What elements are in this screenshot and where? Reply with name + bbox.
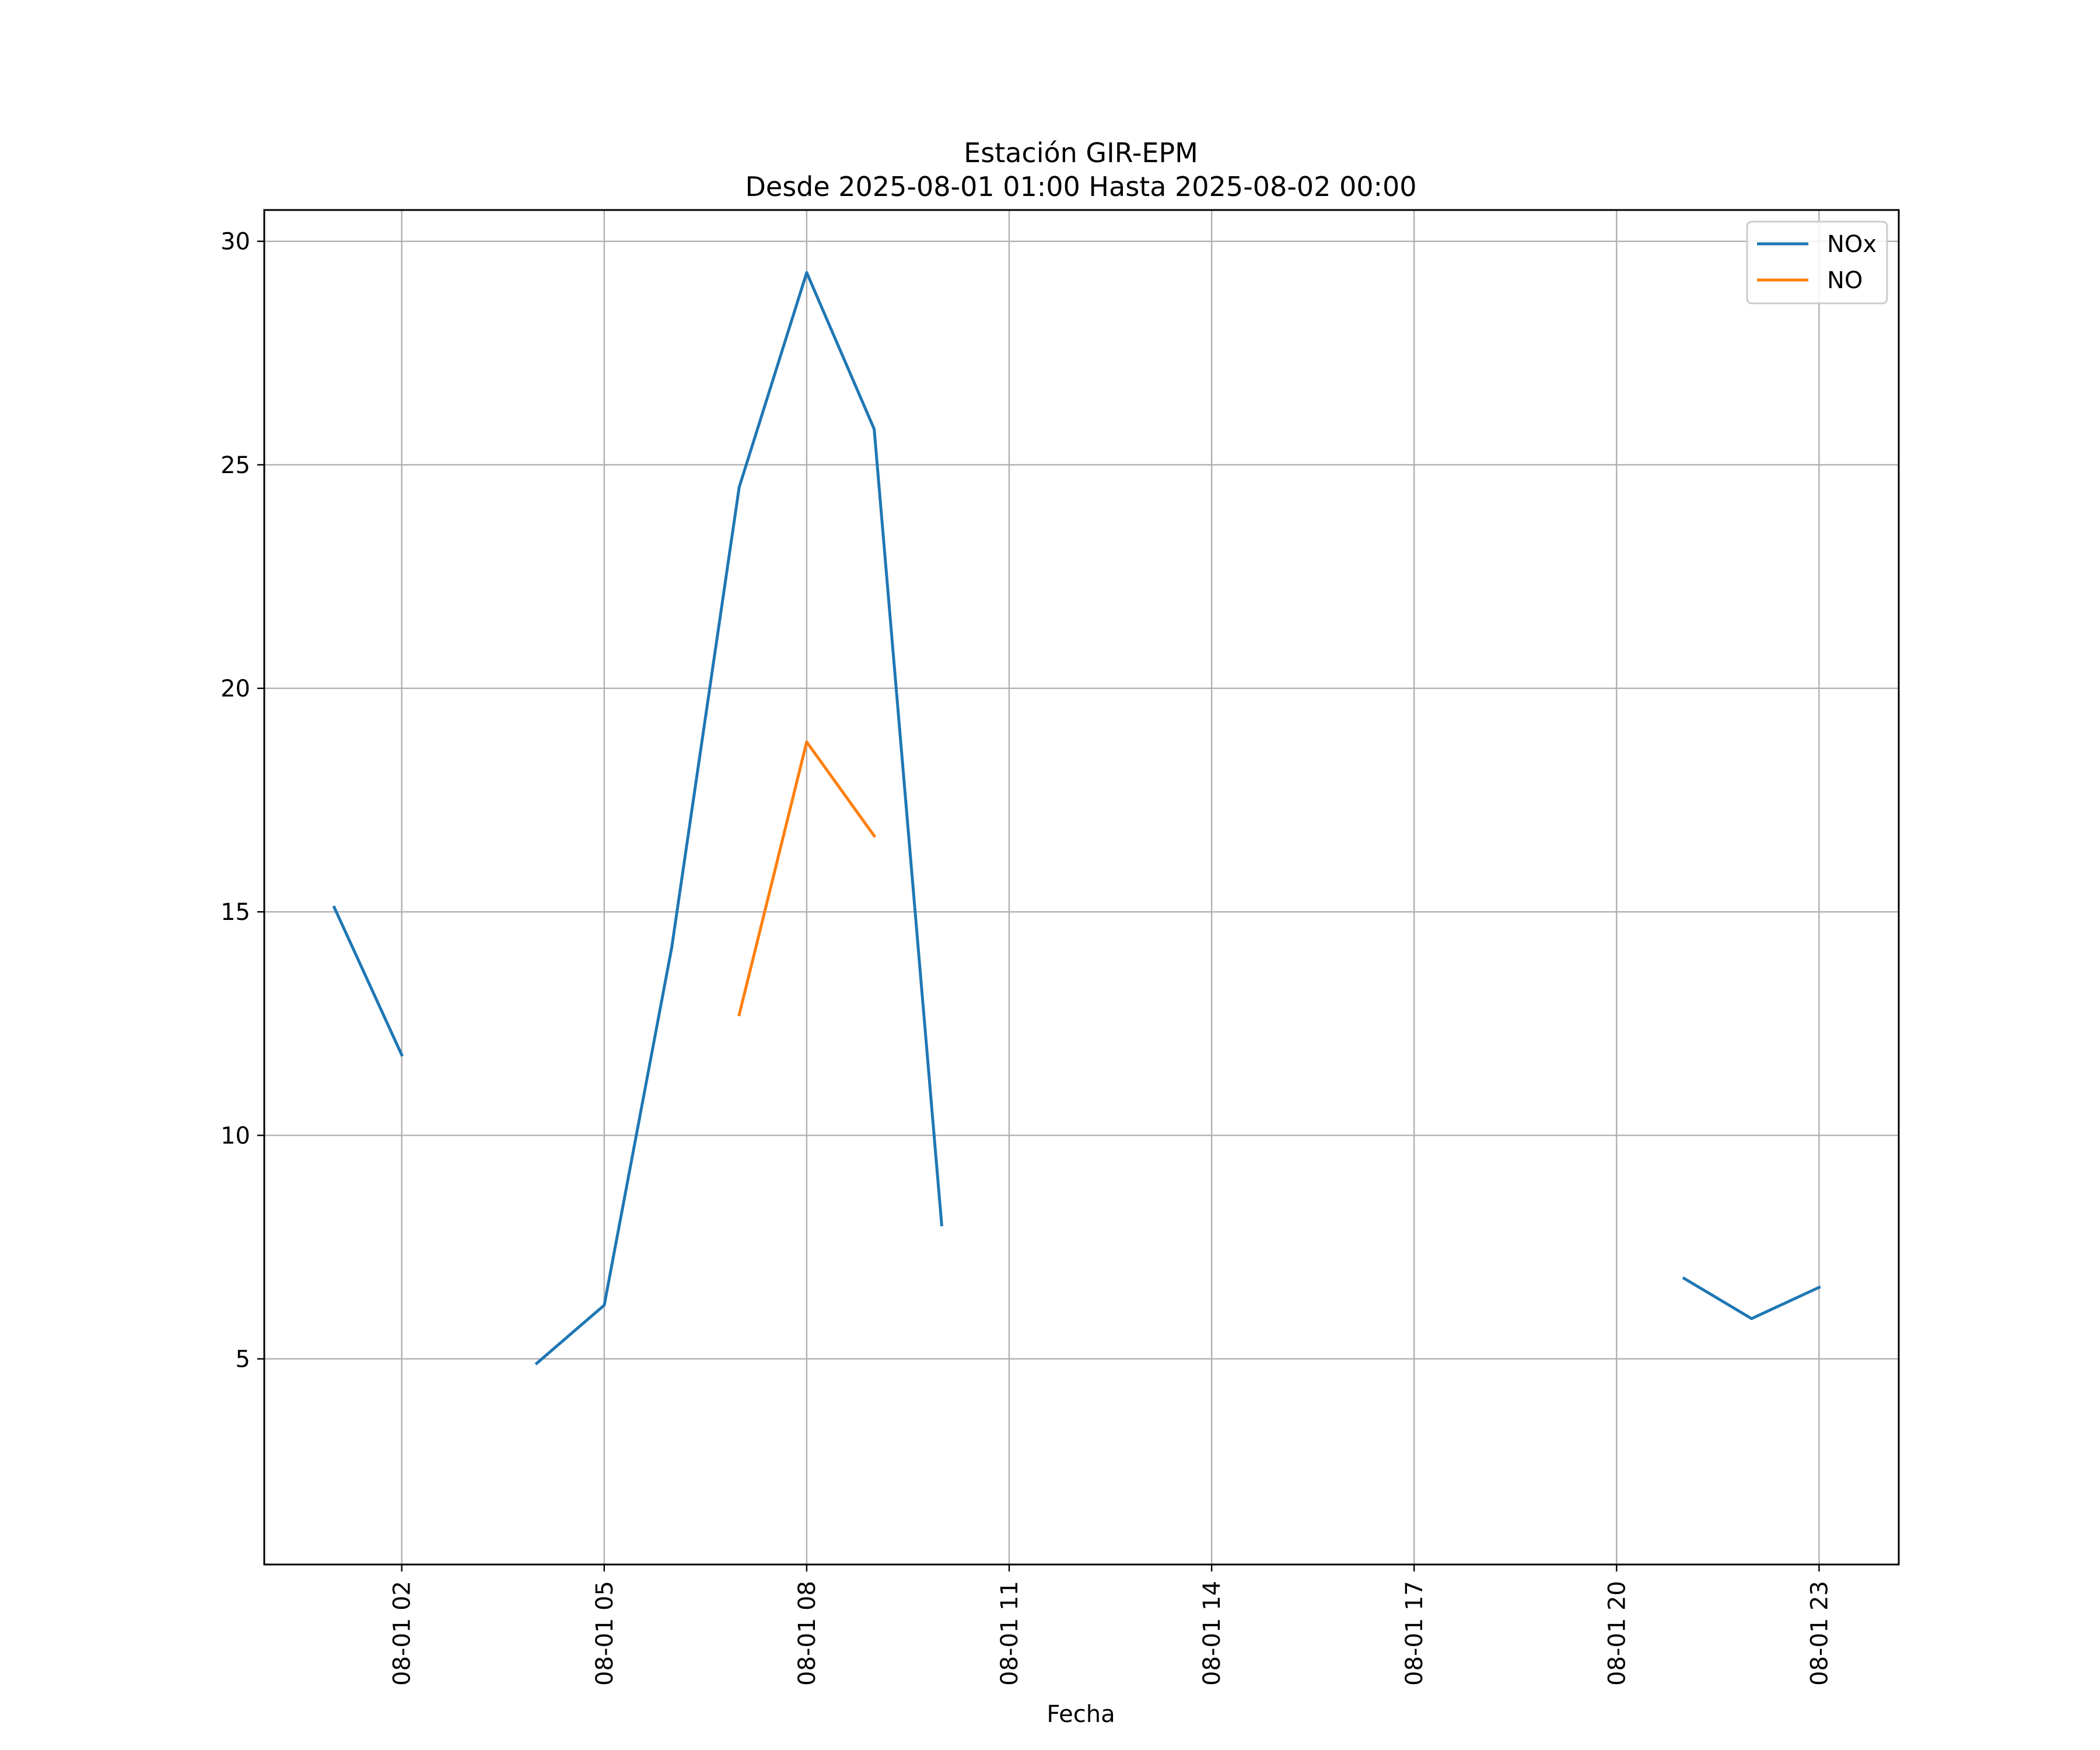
x-tick-label: 08-01 17 xyxy=(1401,1581,1428,1686)
x-tick-label: 08-01 02 xyxy=(389,1581,416,1686)
y-tick-label: 30 xyxy=(220,229,250,256)
x-tick-label: 08-01 11 xyxy=(996,1581,1023,1686)
x-axis-label: Fecha xyxy=(1046,1701,1115,1728)
x-tick-label: 08-01 05 xyxy=(592,1581,618,1686)
x-ticks: 08-01 02 08-01 05 08-01 08 08-01 11 08-01 14… xyxy=(389,1564,1833,1686)
y-tick-label: 5 xyxy=(236,1346,250,1373)
x-tick-label: 08-01 23 xyxy=(1806,1581,1833,1686)
legend-label-no: NO xyxy=(1827,267,1863,294)
series-line-no xyxy=(737,740,877,1017)
legend-box xyxy=(1746,220,1888,304)
y-tick-label: 25 xyxy=(220,452,250,479)
chart-title-line1: Estación GIR-EPM xyxy=(964,137,1198,169)
y-tick-label: 20 xyxy=(220,676,250,702)
series-line-nox xyxy=(534,271,944,1366)
chart-title-line2: Desde 2025-08-01 01:00 Hasta 2025-08-02 … xyxy=(745,171,1416,202)
x-tick-label: 08-01 08 xyxy=(794,1581,821,1686)
series-line-nox xyxy=(1682,1276,1821,1320)
legend: NOx NO xyxy=(1746,220,1888,304)
x-tick-label: 08-01 14 xyxy=(1199,1581,1226,1686)
series-line-nox xyxy=(332,905,404,1057)
y-tick-label: 10 xyxy=(220,1122,250,1149)
x-gridlines xyxy=(401,210,1820,1564)
y-tick-label: 15 xyxy=(220,899,250,926)
legend-label-nox: NOx xyxy=(1827,231,1877,258)
series-lines xyxy=(332,271,1821,1366)
y-ticks: 5 10 15 20 25 30 xyxy=(220,229,264,1373)
x-tick-label: 08-01 20 xyxy=(1604,1581,1630,1686)
plot-frame xyxy=(263,209,1900,1566)
y-gridlines xyxy=(264,240,1899,1360)
